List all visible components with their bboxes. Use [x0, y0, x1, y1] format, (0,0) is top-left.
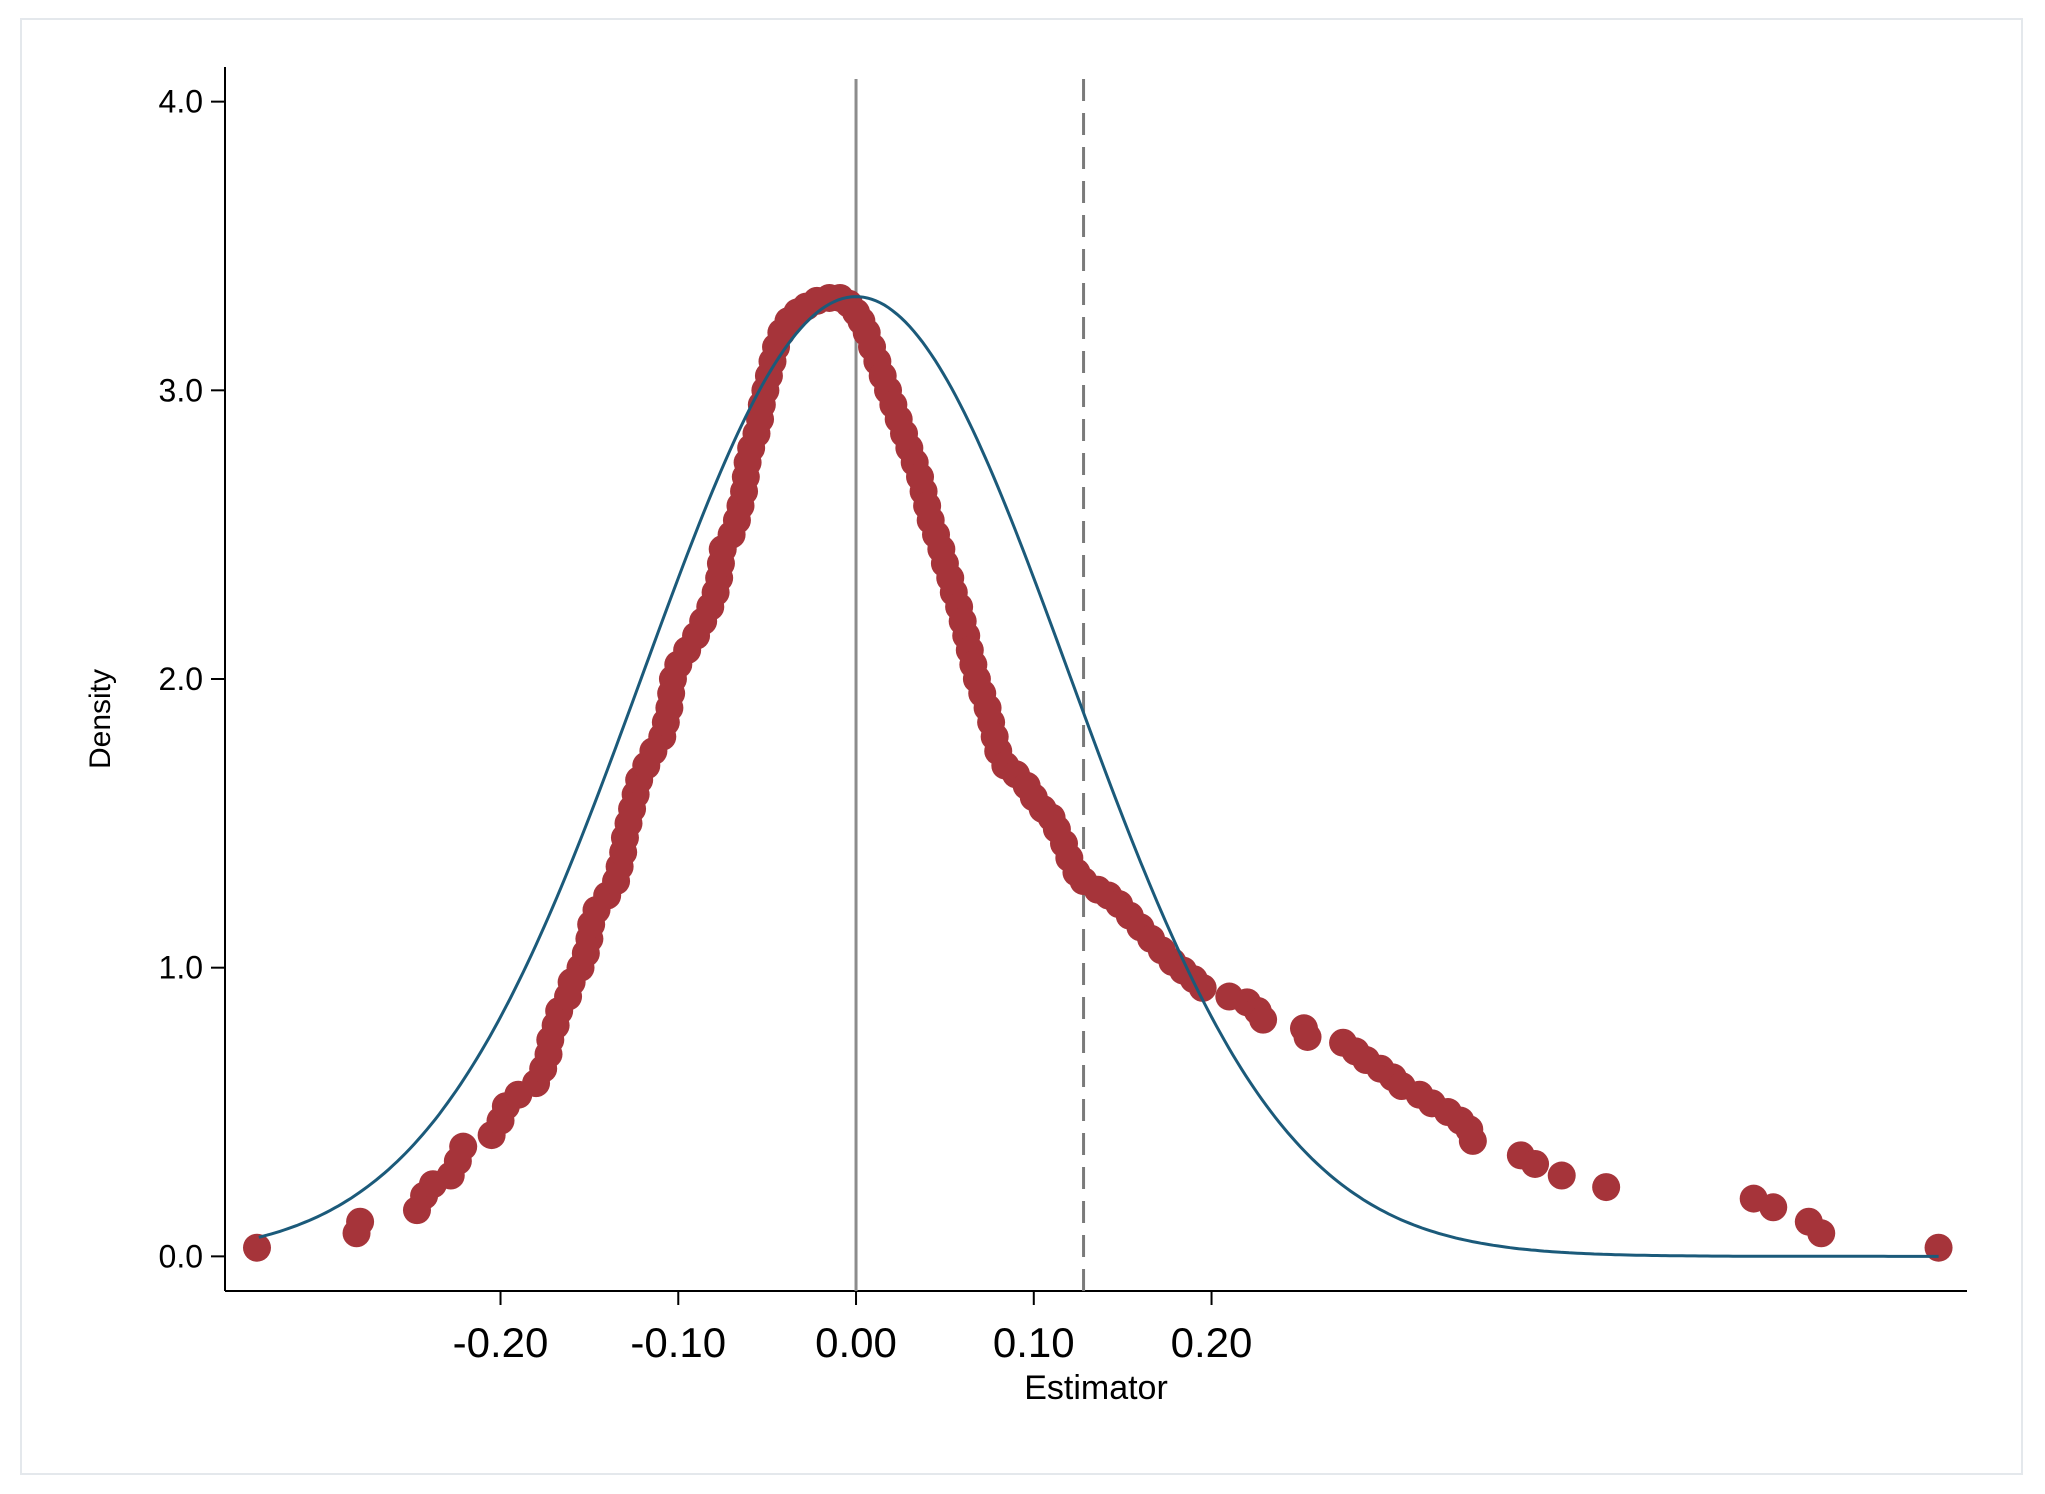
data-point	[1521, 1149, 1550, 1178]
scatter-series	[242, 283, 1953, 1262]
data-point	[1249, 1005, 1278, 1034]
reference-lines	[854, 79, 1086, 1291]
y-tick-label: 1.0	[159, 950, 203, 986]
y-tick-label: 3.0	[159, 372, 203, 408]
data-point	[1188, 973, 1217, 1002]
chart-frame: 0.0 1.0 2.0 3.0 4.0 -0.20 -0.10 0.00 0.10 0.20 Es…	[20, 18, 2023, 1475]
x-tick-label: 0.20	[1171, 1319, 1253, 1366]
data-point	[1293, 1022, 1322, 1051]
data-point	[1807, 1219, 1836, 1248]
y-tick-label: 4.0	[159, 84, 203, 120]
data-point	[242, 1233, 271, 1262]
data-point	[449, 1132, 478, 1161]
density-chart: 0.0 1.0 2.0 3.0 4.0 -0.20 -0.10 0.00 0.10 0.20 Es…	[84, 67, 1967, 1407]
axes	[224, 67, 1967, 1292]
data-point	[1547, 1161, 1576, 1190]
normal-density-curve	[258, 295, 1939, 1258]
y-tick-label: 2.0	[159, 661, 203, 697]
normal-curve-series	[258, 295, 1939, 1258]
data-point	[1592, 1173, 1621, 1202]
data-point	[1924, 1233, 1953, 1262]
x-tick-label: 0.00	[815, 1319, 897, 1366]
data-point	[346, 1207, 375, 1236]
y-axis-title: Density	[84, 669, 117, 769]
x-axis-title: Estimator	[1024, 1369, 1168, 1407]
data-point	[1759, 1193, 1788, 1222]
x-tick-label: 0.10	[993, 1319, 1075, 1366]
x-tick-label: -0.20	[453, 1319, 549, 1366]
data-point	[1458, 1126, 1487, 1155]
x-tick-label: -0.10	[630, 1319, 726, 1366]
y-tick-label: 0.0	[159, 1238, 203, 1274]
ticks: 0.0 1.0 2.0 3.0 4.0 -0.20 -0.10 0.00 0.10 0.20	[159, 84, 1253, 1366]
